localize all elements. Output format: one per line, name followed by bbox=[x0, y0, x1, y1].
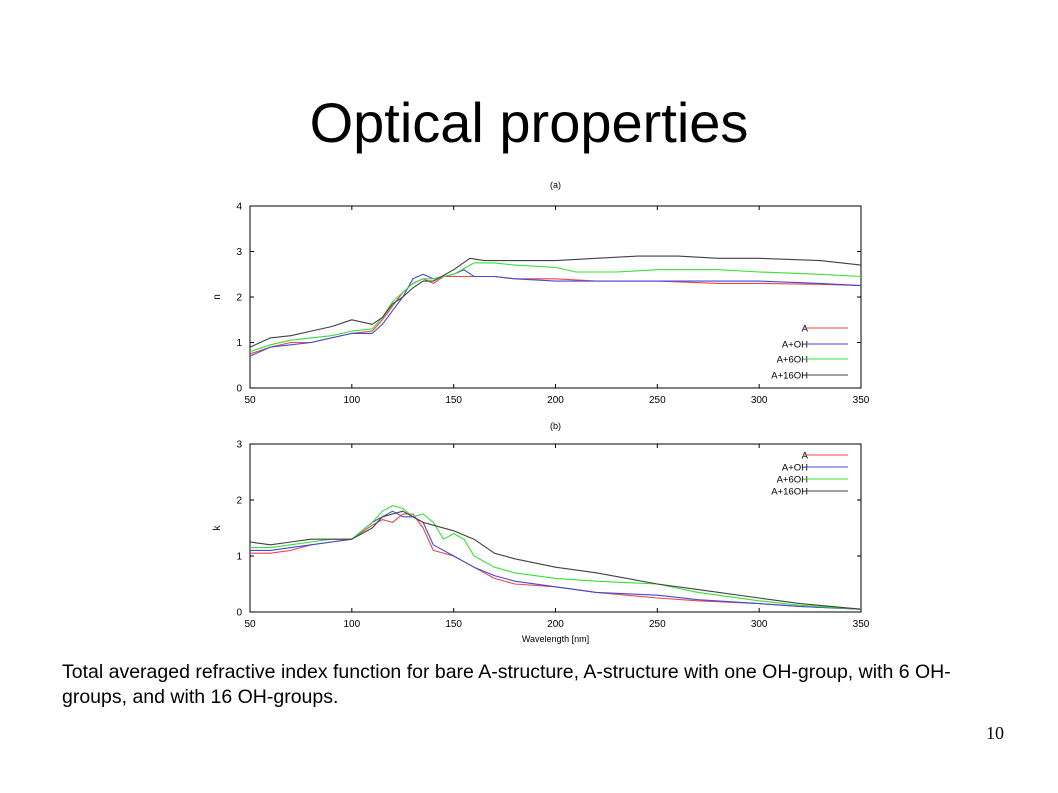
plot-frame bbox=[249, 205, 862, 389]
x-tick-label: 200 bbox=[547, 395, 564, 406]
x-tick-label: 300 bbox=[751, 619, 768, 630]
series-line-aplus-6oh bbox=[249, 262, 862, 353]
x-tick-label: 250 bbox=[649, 395, 666, 406]
series-line-aplus-oh bbox=[250, 510, 862, 610]
y-tick-label: 1 bbox=[236, 338, 242, 349]
y-tick-label: 3 bbox=[236, 247, 242, 258]
legend-label-aplus-6oh: A+6OH bbox=[777, 475, 809, 486]
series-line-aplus-16oh bbox=[249, 510, 862, 610]
legend-label-aplus-16oh: A+16OH bbox=[771, 371, 808, 382]
legend-label-aplus-6oh: A+6OH bbox=[777, 355, 809, 366]
series-line-aplus-16oh bbox=[249, 255, 862, 348]
x-tick-label: 350 bbox=[853, 395, 870, 406]
x-tick-label: 150 bbox=[445, 395, 462, 406]
chart-title: (a) bbox=[550, 180, 561, 190]
series-line-a bbox=[250, 513, 862, 610]
series-line-aplus-oh bbox=[249, 269, 862, 357]
y-axis-label: k bbox=[212, 525, 223, 531]
x-tick-label: 300 bbox=[751, 395, 768, 406]
x-tick-label: 150 bbox=[445, 619, 462, 630]
x-tick-label: 200 bbox=[547, 619, 564, 630]
x-tick-label: 100 bbox=[343, 395, 360, 406]
series-line-aplus-6oh bbox=[250, 505, 862, 610]
y-tick-label: 3 bbox=[236, 440, 242, 451]
x-tick-label: 100 bbox=[343, 619, 360, 630]
series-line-a bbox=[249, 275, 862, 355]
chart-a: (a) 50 100 150 200 250 300 350 0 1 2 3 4 n A A+OH A+6OH A… bbox=[212, 180, 870, 406]
x-axis-label: Wavelength [nm] bbox=[522, 634, 589, 644]
y-tick-label: 4 bbox=[236, 202, 242, 213]
charts-figure: (a)50 100 150 200 250 300 35001234nAA+OHA+6OHA… bbox=[212, 180, 870, 644]
figure-caption: Total averaged refractive index function… bbox=[62, 661, 951, 708]
x-tick-label: 50 bbox=[244, 619, 256, 630]
y-tick-label: 0 bbox=[236, 608, 242, 619]
x-tick-label: 250 bbox=[649, 619, 666, 630]
y-tick-label: 1 bbox=[236, 552, 242, 563]
legend-label-aplus-oh: A+OH bbox=[782, 340, 808, 351]
chart-title: (b) bbox=[550, 421, 561, 431]
page-number: 10 bbox=[986, 723, 1004, 743]
y-axis-label: n bbox=[212, 294, 223, 300]
x-tick-label: 350 bbox=[853, 619, 870, 630]
y-tick-label: 2 bbox=[236, 496, 242, 507]
slide-title: Optical properties bbox=[309, 91, 749, 154]
legend-label-aplus-oh: A+OH bbox=[782, 463, 808, 474]
y-tick-label: 2 bbox=[236, 293, 242, 304]
chart-b: (b) 50 100 150 200 250 300 350 0 1 2 3 k Wavelength [… bbox=[212, 421, 870, 644]
legend-label-a: A bbox=[802, 451, 809, 462]
x-tick-label: 50 bbox=[244, 395, 256, 406]
y-tick-label: 0 bbox=[236, 384, 242, 395]
legend-label-aplus-16oh: A+16OH bbox=[771, 487, 808, 498]
legend-label-a: A bbox=[802, 324, 809, 335]
